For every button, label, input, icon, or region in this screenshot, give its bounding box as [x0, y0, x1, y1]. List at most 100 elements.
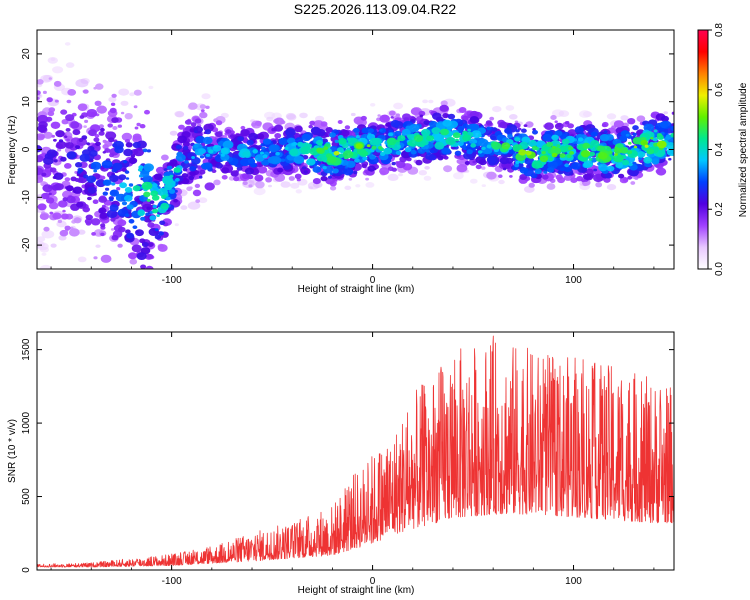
spectrogram-blob	[208, 149, 214, 154]
y-tick-label: 500	[21, 488, 32, 505]
spectrogram-blob	[590, 131, 598, 137]
spectrogram-blob	[55, 130, 65, 138]
spectrogram-blob	[247, 158, 255, 164]
spectrogram-blob	[338, 138, 347, 145]
spectrogram-blob	[145, 265, 154, 269]
spectrogram-blob	[121, 201, 128, 206]
spectrogram-blob	[582, 173, 592, 180]
spectrogram-blob	[75, 145, 81, 150]
spectrogram-blob	[486, 171, 497, 180]
spectrogram-blob	[556, 123, 562, 128]
spectrogram-blob	[38, 134, 45, 139]
spectrogram-blob	[593, 168, 598, 172]
spectrogram-blob	[111, 117, 119, 123]
spectrogram-blob	[93, 86, 97, 90]
spectrogram-blob	[129, 258, 138, 265]
spectrogram-blob	[204, 182, 215, 191]
spectrogram-blob	[199, 169, 206, 175]
spectrogram-blob	[588, 151, 596, 157]
spectrogram-blob	[632, 137, 643, 145]
spectrogram-blob	[458, 107, 467, 113]
spectrogram-blob	[485, 120, 492, 125]
spectrogram-blob	[128, 252, 138, 260]
spectrogram-blob	[85, 214, 94, 221]
spectrogram-blob	[225, 129, 232, 134]
spectrogram-blob	[489, 116, 495, 121]
spectrogram-y-axis-label: Frequency (Hz)	[7, 116, 18, 185]
spectrogram-blob	[300, 146, 311, 155]
spectrogram-blob	[644, 144, 649, 148]
spectrogram-blob	[121, 132, 133, 141]
spectrogram-blob	[190, 122, 197, 127]
spectrogram-blob	[109, 189, 120, 197]
spectrogram-blob	[155, 228, 159, 232]
spectrogram-blob	[215, 131, 223, 138]
spectrogram-blob	[342, 150, 354, 159]
spectrogram-blob	[131, 244, 142, 253]
spectrogram-blob	[146, 149, 151, 153]
spectrogram-blob	[539, 155, 549, 163]
spectrogram-blob	[507, 134, 513, 139]
spectrogram-blob	[139, 238, 146, 244]
spectrogram-blob	[636, 151, 646, 158]
spectrogram-blob	[37, 90, 41, 96]
spectrogram-blob	[41, 192, 50, 200]
spectrogram-blob	[237, 136, 245, 142]
spectrogram-blob	[486, 126, 492, 131]
spectrogram-blob	[275, 151, 280, 156]
spectrogram-blob	[124, 195, 133, 202]
spectrogram-blob	[72, 129, 81, 136]
spectrogram-blob	[65, 114, 75, 122]
spectrogram-blob	[445, 137, 456, 145]
spectrogram-blob	[169, 130, 178, 136]
spectrogram-blob	[285, 128, 296, 137]
spectrogram-blob	[53, 159, 58, 163]
spectrogram-blob	[410, 149, 417, 155]
colorbar-tick-label: 0.4	[714, 142, 725, 156]
spectrogram-blob	[550, 146, 562, 156]
spectrogram-blob	[141, 241, 149, 248]
spectrogram-blob	[593, 173, 604, 183]
y-tick-label: -20	[21, 237, 32, 252]
spectrogram-blob	[143, 191, 151, 198]
spectrogram-blob	[174, 223, 179, 227]
spectrogram-blob	[137, 210, 145, 217]
spectrogram-blob	[266, 116, 274, 122]
spectrogram-blob	[396, 144, 401, 148]
spectrogram-blob	[45, 197, 55, 204]
spectrogram-blob	[141, 292, 154, 300]
spectrogram-blob	[174, 110, 184, 118]
spectrogram-blob	[189, 170, 196, 176]
spectrogram-blob	[58, 200, 68, 208]
spectrogram-blob	[213, 145, 218, 149]
spectrogram-blob	[204, 129, 212, 135]
spectrogram-blob	[344, 185, 352, 190]
spectrogram-blob	[542, 133, 553, 142]
spectrogram-blob	[102, 139, 107, 143]
spectrogram-blob	[100, 254, 112, 263]
spectrogram-blob	[178, 124, 185, 130]
spectrogram-blob	[169, 159, 178, 166]
spectrogram-blob	[613, 171, 617, 174]
spectrogram-blob	[146, 206, 151, 210]
spectrogram-blob	[567, 123, 574, 129]
spectrogram-blob	[246, 139, 254, 146]
spectrogram-blob	[221, 167, 230, 174]
spectrogram-blob	[103, 179, 112, 186]
spectrogram-blob	[134, 291, 141, 296]
spectrogram-blob	[442, 113, 449, 119]
spectrogram-blob	[455, 138, 459, 142]
spectrogram-blob	[162, 175, 174, 185]
spectrogram-blob	[434, 141, 445, 150]
spectrogram-blob	[132, 141, 141, 149]
spectrogram-blob	[188, 175, 195, 181]
spectrogram-blob	[509, 175, 513, 178]
spectrogram-blob	[124, 213, 130, 217]
spectrogram-blob	[583, 160, 594, 168]
spectrogram-blob	[604, 172, 613, 179]
spectrogram-blob	[106, 209, 118, 219]
spectrogram-blob	[114, 145, 124, 154]
spectrogram-blob	[320, 121, 328, 127]
spectrogram-blob	[64, 177, 71, 182]
spectrogram-blob	[618, 173, 625, 179]
